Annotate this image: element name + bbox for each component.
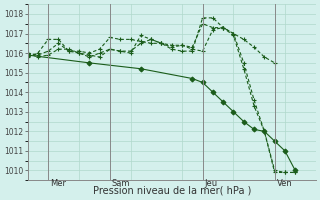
- Text: Mer: Mer: [50, 179, 66, 188]
- Text: Jeu: Jeu: [205, 179, 218, 188]
- Text: Sam: Sam: [112, 179, 131, 188]
- X-axis label: Pression niveau de la mer( hPa ): Pression niveau de la mer( hPa ): [92, 186, 251, 196]
- Text: Ven: Ven: [277, 179, 292, 188]
